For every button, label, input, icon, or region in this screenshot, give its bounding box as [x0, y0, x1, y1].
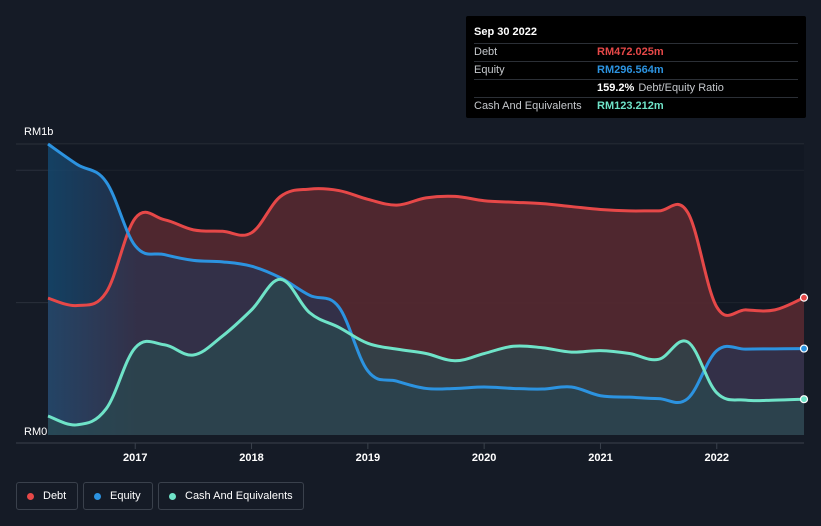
legend-cash-label: Cash And Equivalents [185, 490, 293, 502]
tooltip-cash-value: RM123.212m [597, 100, 664, 112]
endpoint-cash [799, 395, 809, 404]
tooltip-ratio-value: 159.2% [597, 82, 635, 94]
tooltip-equity-value: RM296.564m [597, 64, 664, 76]
tooltip-row-debt: Debt RM472.025m [474, 43, 798, 61]
tooltip-date: Sep 30 2022 [474, 26, 537, 38]
legend-item-debt[interactable]: Debt [16, 482, 78, 510]
tooltip-row-ratio: 159.2% Debt/Equity Ratio [474, 79, 798, 97]
tooltip-row-equity: Equity RM296.564m [474, 61, 798, 79]
y-axis-bottom-label: RM0 [24, 426, 47, 438]
series-lines [47, 142, 805, 427]
legend-item-cash[interactable]: Cash And Equivalents [158, 482, 304, 510]
debt-dot-icon [27, 492, 34, 500]
x-tick-label-2021: 2021 [588, 452, 612, 464]
tooltip-cash-label: Cash And Equivalents [474, 100, 582, 112]
equity-dot-icon [94, 492, 101, 500]
line-cash [47, 277, 805, 427]
endpoint-equity [799, 344, 809, 353]
line-equity [47, 142, 805, 404]
endpoint-debt [799, 293, 809, 302]
tooltip-panel: Sep 30 2022 Debt RM472.025m Equity RM296… [466, 16, 806, 118]
line-debt [47, 187, 805, 317]
x-tick-label-2017: 2017 [123, 452, 147, 464]
y-axis-top-label: RM1b [24, 126, 53, 138]
x-tick-label-2020: 2020 [472, 452, 496, 464]
x-tick-label-2018: 2018 [239, 452, 263, 464]
tooltip-debt-label: Debt [474, 46, 498, 58]
tooltip-equity-label: Equity [474, 64, 505, 76]
x-tick-label-2019: 2019 [356, 452, 380, 464]
cash-dot-icon [169, 492, 176, 500]
legend-debt-label: Debt [43, 490, 67, 502]
tooltip-row-cash: Cash And Equivalents RM123.212m [474, 97, 798, 115]
x-tick-label-2022: 2022 [705, 452, 729, 464]
tooltip-ratio-label: Debt/Equity Ratio [638, 82, 724, 94]
tooltip-debt-value: RM472.025m [597, 46, 664, 58]
legend-item-equity[interactable]: Equity [83, 482, 153, 510]
x-axis-ticks: 2017 2018 2019 2020 2021 2022 [123, 443, 729, 464]
series-endpoints [799, 293, 809, 404]
legend-equity-label: Equity [110, 490, 141, 502]
